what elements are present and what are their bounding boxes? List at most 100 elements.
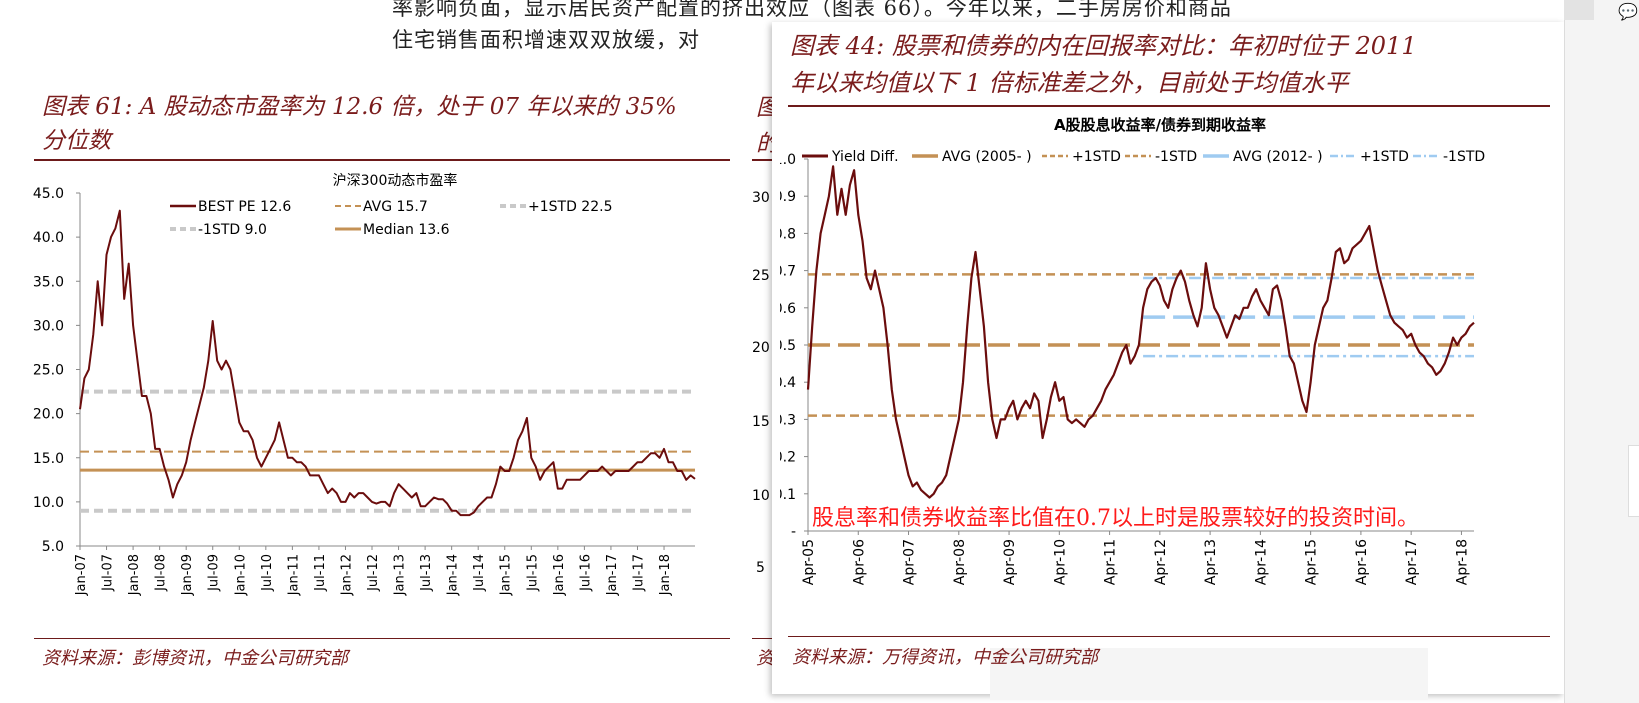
left-figure-title-line1: 图表 61: A 股动态市盈率为 12.6 倍，处于 07 年以来的 35%: [42, 94, 677, 120]
left-x-tick-label: Jan-09: [180, 554, 195, 596]
right-figure-top-rule: [788, 105, 1550, 107]
left-x-tick-label: Jan-12: [339, 554, 354, 596]
right-legend-label: -1STD: [1443, 149, 1485, 165]
left-y-tick-label: 25.0: [33, 363, 64, 379]
right-y-tick-label: -: [791, 524, 796, 540]
left-y-tick-label: 5.0: [42, 539, 64, 555]
right-x-tick-label: Apr-09: [1002, 539, 1018, 585]
right-chart: A股股息收益率/债券到期收益率 1.0 0.9 0.8 0.7 0.6 0.5 0.4 0.3 0…: [780, 116, 1485, 585]
left-x-tick-label: Jul-08: [154, 554, 169, 592]
left-x-tick-label: Jul-16: [578, 554, 593, 592]
middle-tick-15: 15: [752, 414, 770, 430]
left-x-tick-label: Jan-14: [446, 554, 461, 596]
left-x-tick-label: Jul-07: [101, 554, 116, 592]
right-figure-source: 资料来源：万得资讯，中金公司研究部: [792, 647, 1098, 668]
left-figure-top-rule: [34, 159, 730, 161]
right-legend-label: -1STD: [1155, 149, 1197, 165]
left-y-tick-label: 45.0: [33, 186, 64, 202]
right-x-tick-label: Apr-08: [952, 539, 968, 585]
left-legend-label: Median 13.6: [363, 222, 450, 238]
left-y-tick-label: 35.0: [33, 274, 64, 290]
right-y-tick-label: 0.3: [780, 412, 796, 428]
right-y-tick-label: 1.0: [780, 152, 796, 168]
left-figure-source: 资料来源：彭博资讯，中金公司研究部: [42, 648, 348, 669]
left-legend-label: +1STD 22.5: [528, 199, 612, 215]
right-legend-label: Yield Diff.: [831, 149, 899, 165]
right-legend-label: AVG (2012- ): [1233, 149, 1323, 165]
middle-tick-5: 5: [756, 560, 765, 576]
right-x-tick-label: Apr-17: [1404, 539, 1420, 585]
right-legend-label: +1STD: [1360, 149, 1409, 165]
right-y-tick-label: 0.2: [780, 450, 796, 466]
right-y-tick-label: 0.7: [780, 264, 796, 280]
middle-tick-10: 10: [752, 488, 770, 504]
right-y-tick-label: 0.9: [780, 189, 796, 205]
left-x-tick-label: Jan-15: [499, 554, 514, 596]
middle-tick-20: 20: [752, 340, 770, 356]
side-panel-top-button[interactable]: [1564, 0, 1594, 20]
right-x-tick-label: Apr-07: [902, 539, 918, 585]
right-x-tick-label: Apr-06: [851, 539, 867, 585]
right-x-tick-label: Apr-18: [1454, 539, 1470, 585]
right-y-tick-label: 0.4: [780, 375, 796, 391]
left-x-tick-label: Jul-09: [207, 554, 222, 592]
right-y-tick-label: 0.6: [780, 301, 796, 317]
overlay-figure-panel: [772, 22, 1564, 694]
body-paragraph-line2: 住宅销售面积增速双双放缓，对: [392, 28, 700, 52]
middle-tick-25: 25: [752, 268, 770, 284]
left-figure-title-line2: 分位数: [42, 128, 111, 154]
left-x-tick-label: Jan-17: [605, 554, 620, 596]
right-figure-title-line2: 年以来均值以下 1 倍标准差之外，目前处于均值水平: [790, 69, 1349, 97]
right-y-tick-label: 0.8: [780, 226, 796, 242]
right-series-yield-diff: [806, 165, 1475, 499]
right-x-tick-label: Apr-14: [1253, 539, 1269, 585]
middle-figure-bottom-rule: [752, 638, 774, 639]
left-x-tick-label: Jul-11: [313, 554, 328, 592]
left-y-tick-label: 40.0: [33, 230, 64, 246]
right-chart-title: A股股息收益率/债券到期收益率: [1054, 116, 1266, 134]
left-x-tick-label: Jan-07: [74, 554, 89, 596]
left-y-tick-label: 10.0: [33, 495, 64, 511]
left-x-tick-label: Jan-08: [127, 554, 142, 596]
right-x-tick-label: Apr-12: [1153, 539, 1169, 585]
left-x-tick-label: Jan-16: [552, 554, 567, 596]
chart-annotation: 股息率和债券收益率比值在0.7以上时是股票较好的投资时间。: [812, 506, 1419, 531]
left-chart-title: 沪深300动态市盈率: [333, 172, 458, 189]
body-paragraph-line1: 率影响负面，显示居民资产配置的挤出效应（图表 66）。今年以来，二手房房价和商品: [392, 0, 1232, 20]
left-x-tick-label: Jan-13: [393, 554, 408, 596]
right-x-tick-label: Apr-15: [1304, 539, 1320, 585]
right-x-tick-label: Apr-16: [1354, 539, 1370, 585]
left-x-tick-label: Jul-12: [366, 554, 381, 592]
left-y-tick-label: 15.0: [33, 451, 64, 467]
left-x-tick-label: Jul-17: [631, 554, 646, 592]
left-legend-label: BEST PE 12.6: [198, 199, 291, 215]
left-x-tick-label: Jan-10: [233, 554, 248, 596]
left-legend-label: -1STD 9.0: [198, 222, 267, 238]
left-y-tick-label: 20.0: [33, 407, 64, 423]
right-figure-title-line1: 图表 44: 股票和债券的内在回报率对比：年初时位于 2011: [790, 32, 1417, 60]
left-legend-label: AVG 15.7: [363, 199, 428, 215]
comment-icon[interactable]: 💬: [1618, 2, 1638, 21]
side-edge-tab[interactable]: [1628, 445, 1639, 517]
left-x-tick-label: Jul-15: [525, 554, 540, 592]
right-y-tick-label: 0.5: [780, 338, 796, 354]
right-figure-bottom-rule: [788, 636, 1550, 637]
right-x-tick-label: Apr-05: [801, 539, 817, 585]
left-x-tick-label: Jul-13: [419, 554, 434, 592]
left-x-tick-label: Jan-18: [658, 554, 673, 596]
left-y-tick-label: 30.0: [33, 318, 64, 334]
side-scroll-panel[interactable]: [1564, 0, 1639, 703]
middle-figure-rule: [752, 159, 774, 161]
right-legend-label: +1STD: [1072, 149, 1121, 165]
right-x-tick-label: Apr-13: [1203, 539, 1219, 585]
bottom-gray-block: [990, 648, 1428, 700]
right-y-tick-label: 0.1: [780, 487, 796, 503]
left-series-best-pe: [79, 209, 696, 517]
middle-figure-source-fragment: 资: [756, 648, 774, 669]
left-x-tick-label: Jul-14: [472, 554, 487, 592]
right-x-tick-label: Apr-11: [1103, 539, 1119, 585]
left-x-tick-label: Jan-11: [286, 554, 301, 596]
left-figure-bottom-rule: [34, 638, 730, 639]
middle-tick-30: 30: [752, 190, 770, 206]
left-x-tick-label: Jul-10: [260, 554, 275, 592]
